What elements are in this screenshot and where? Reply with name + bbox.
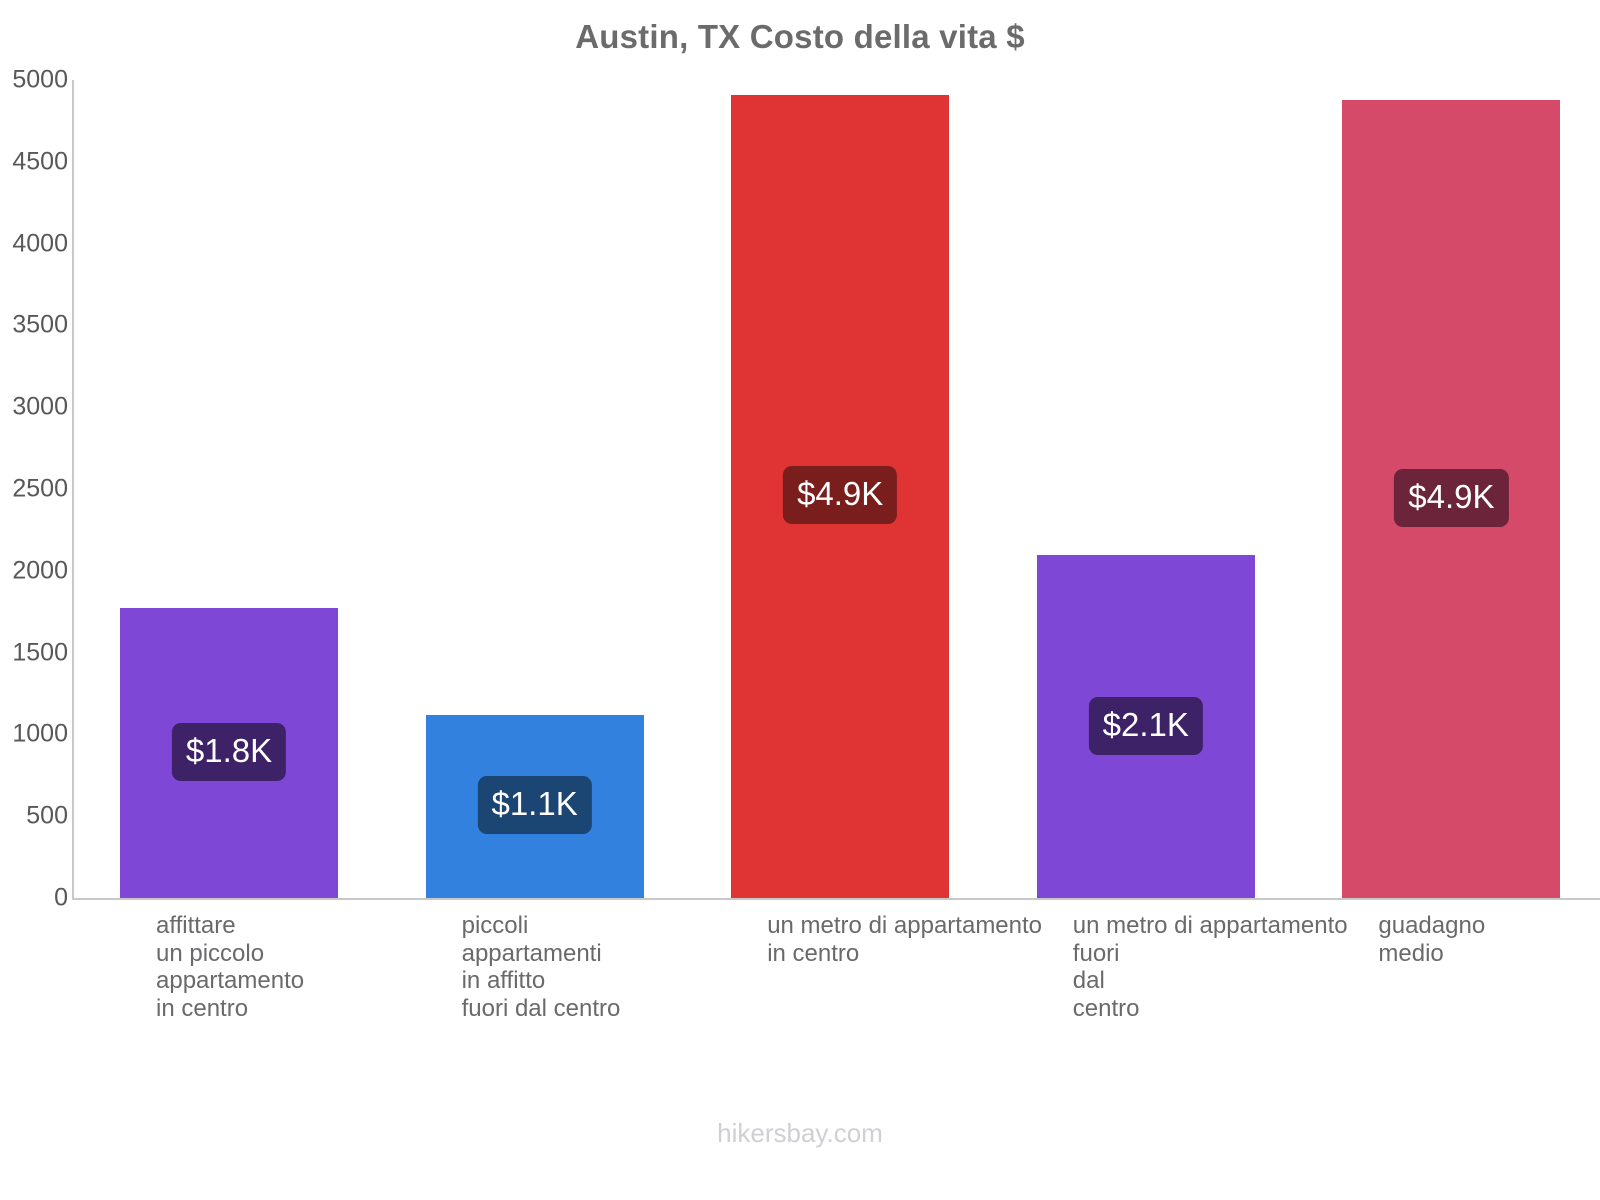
category-label-line: in centro [156,994,249,1022]
bar-value-label: $2.1K [1088,696,1203,755]
y-axis-tick-label: 3500 [12,310,68,339]
bar-value-label: $4.9K [1394,469,1509,528]
y-axis-tick-label: 1500 [12,638,68,667]
y-axis-line [72,80,74,900]
y-axis-tick-label: 4000 [12,229,68,258]
bar[interactable]: $1.8K [120,608,338,898]
y-axis-tick-label: 500 [26,801,68,830]
bar-value-label: $4.9K [783,466,898,525]
bar-value-label: $1.8K [171,723,287,782]
category-label-line: appartamento [156,967,305,994]
category-label-line: appartamenti [461,939,602,967]
watermark: hikersbay.com [717,1118,883,1148]
category-label-line: un metro di appartamento [767,912,1043,939]
category-label-line: dal [1072,967,1105,994]
category-label-line: guadagno [1378,912,1486,939]
category-label-line: un piccolo [156,939,265,967]
category-label-line: in centro [767,939,860,967]
x-axis-category-label: piccoli appartamenti in affitto fuori dal c… [462,912,621,1022]
bar[interactable]: $1.1K [425,714,644,898]
y-axis-tick-label: 2000 [12,556,68,585]
category-label-line: piccoli [461,912,529,939]
plot-area: $1.8K $1.1K $4.9K $2.1K $4.9K [72,80,1600,898]
y-axis-tick-label: 3000 [12,392,68,421]
category-label-line: in affitto [461,967,546,994]
y-axis-tick-label: 1000 [12,719,68,748]
bar-value-label: $1.1K [477,776,592,835]
x-axis-category-label: un metro di appartamento fuori dal centro [1073,912,1348,1022]
y-axis-ticks: 5000 4500 4000 3500 3000 2500 2000 1500 1000 500 0 [0,0,68,1200]
bar[interactable]: $4.9K [731,94,950,898]
y-axis-tick-label: 5000 [12,65,68,94]
x-axis-category-label: un metro di appartamento in centro [767,912,1042,967]
category-label-line: affittare [156,912,236,939]
y-axis-tick-label: 0 [54,883,68,912]
category-label-line: medio [1378,939,1444,967]
y-axis-tick-label: 2500 [12,474,68,503]
x-axis-category-labels: affittare un piccolo appartamento in centro… [72,912,1600,1092]
y-axis-tick-label: 4500 [12,147,68,176]
page-title: Austin, TX Costo della vita $ [575,18,1025,55]
x-axis-line [72,898,1600,900]
x-axis-category-label: affittare un piccolo appartamento in centro [156,912,304,1022]
category-label-line: centro [1072,994,1140,1022]
category-label-line: fuori [1072,939,1120,967]
bar[interactable]: $4.9K [1342,100,1561,898]
x-axis-category-label: guadagno medio [1378,912,1485,967]
category-label-line: un metro di appartamento [1072,912,1348,939]
bar[interactable]: $2.1K [1036,555,1255,898]
category-label-line: fuori dal centro [461,994,621,1022]
